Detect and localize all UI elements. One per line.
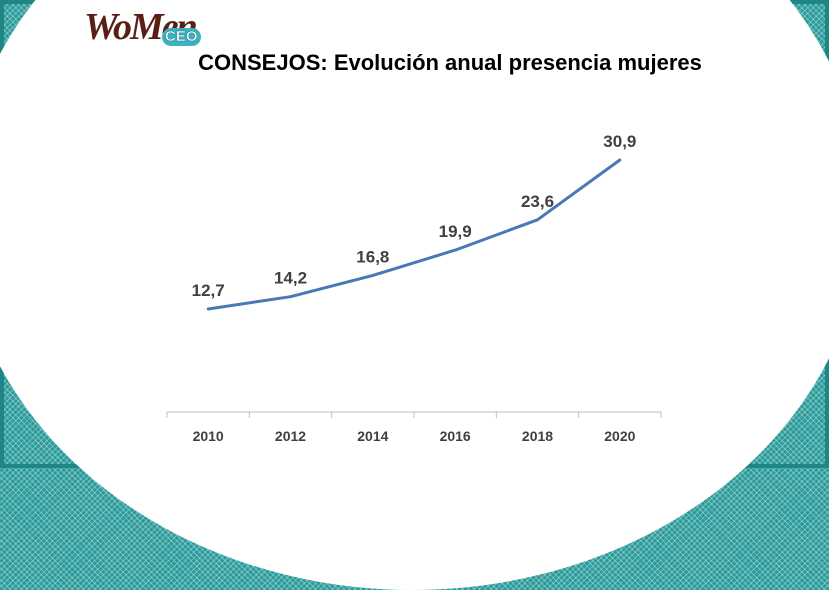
data-label: 23,6 [521, 192, 554, 211]
series-line [208, 160, 620, 309]
x-tick-label: 2014 [357, 428, 388, 444]
data-label: 14,2 [274, 269, 307, 288]
x-tick-label-group: 2010 2012 2014 2016 2018 2020 [193, 428, 636, 444]
x-tick-label: 2010 [193, 428, 224, 444]
data-label: 30,9 [603, 132, 636, 151]
series-line-group [208, 160, 620, 309]
x-tick-label: 2016 [440, 428, 471, 444]
data-label: 19,9 [439, 222, 472, 241]
data-label: 12,7 [192, 281, 225, 300]
x-tick-label: 2020 [604, 428, 635, 444]
data-label-group: 12,7 14,2 16,8 19,9 23,6 30,9 [192, 132, 637, 300]
x-tick-label: 2012 [275, 428, 306, 444]
data-label: 16,8 [356, 247, 389, 266]
x-tick-label: 2018 [522, 428, 553, 444]
x-axis [167, 412, 661, 418]
